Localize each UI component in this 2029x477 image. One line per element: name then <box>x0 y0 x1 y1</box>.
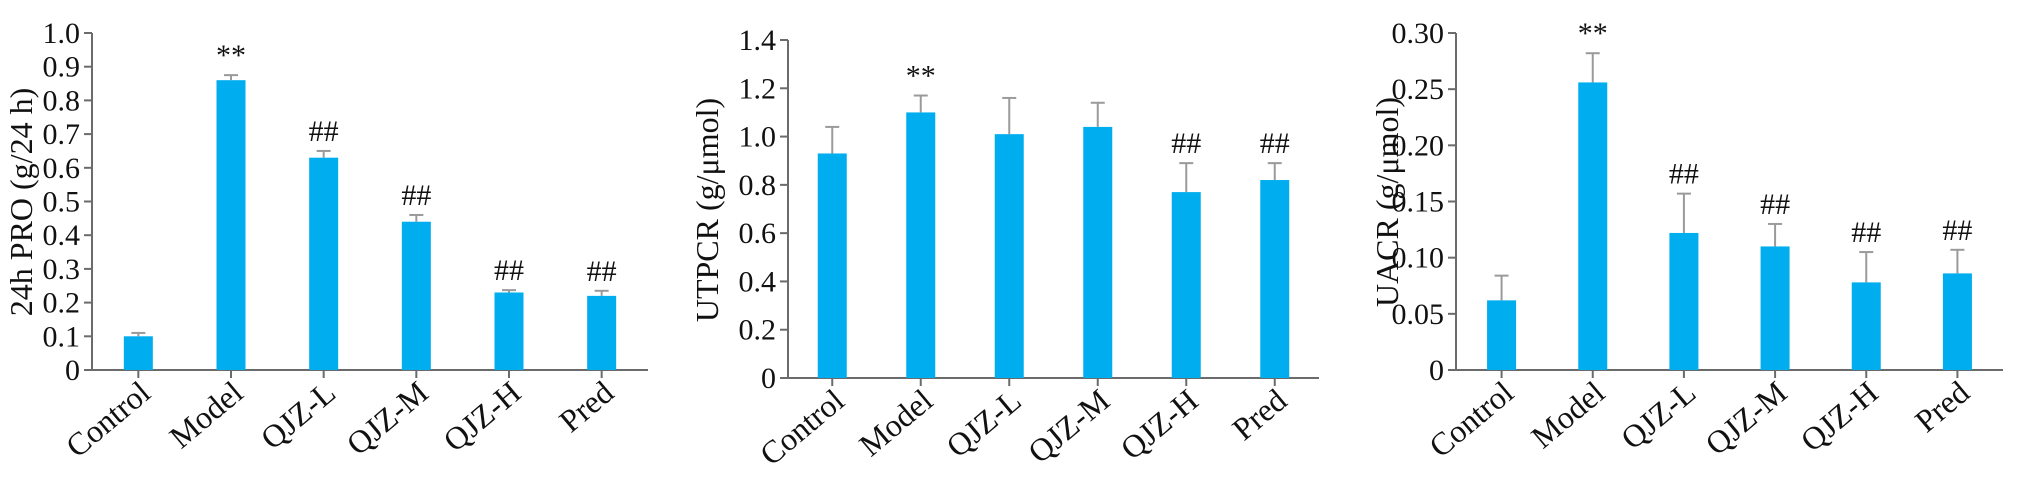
bar-qjz-l <box>994 134 1024 378</box>
y-tick-label: 0.6 <box>43 152 81 185</box>
bar-model <box>906 112 936 378</box>
y-tick-label: 0.20 <box>1392 129 1445 162</box>
significance-label: ## <box>587 255 617 288</box>
bar-qjz-h <box>1171 192 1201 378</box>
bar-qjz-m <box>1083 126 1113 379</box>
bar-control <box>123 336 153 370</box>
y-tick-label: 0.4 <box>739 265 777 298</box>
y-tick-label: 1.0 <box>739 121 777 154</box>
y-tick-label: 0.2 <box>739 314 777 347</box>
x-tick-label: QJZ-H <box>1794 374 1885 459</box>
bar-pred <box>587 295 617 370</box>
x-tick-label: Control <box>1422 374 1520 465</box>
y-tick-label: 0.5 <box>43 186 81 219</box>
bar-pred <box>1260 180 1290 378</box>
y-tick-label: 0.2 <box>43 287 81 320</box>
significance-label: ## <box>1942 214 1972 247</box>
significance-label: ## <box>1851 216 1881 249</box>
x-tick-label: Pred <box>1225 382 1293 447</box>
bar-control <box>817 153 847 378</box>
y-tick-label: 0.6 <box>739 217 777 250</box>
x-tick-label: Model <box>162 374 249 455</box>
bar-model <box>216 80 246 371</box>
x-tick-label: QJZ-L <box>254 374 342 456</box>
y-tick-label: 0 <box>761 362 776 395</box>
x-tick-label: QJZ-H <box>436 374 527 459</box>
y-tick-label: 0.8 <box>739 169 777 202</box>
x-tick-label: QJZ-M <box>340 374 435 462</box>
y-tick-label: 0.3 <box>43 253 81 286</box>
x-tick-label: QJZ-M <box>1698 374 1793 462</box>
chart-panel-1: 00.10.20.30.40.50.60.70.80.91.0 24h PRO (… <box>3 17 648 464</box>
significance-label: ## <box>1760 188 1790 221</box>
x-tick-label: Control <box>753 382 851 473</box>
significance-label: ** <box>906 60 936 93</box>
y-axis-label: UACR (g/μmol) <box>1369 97 1405 307</box>
y-tick-label: 1.0 <box>43 17 81 50</box>
y-tick-label: 0.9 <box>43 51 81 84</box>
bar-qjz-h <box>494 292 524 370</box>
bar-pred <box>1942 273 1972 370</box>
chart-panel-2: 0 0.2 0.4 0.6 0.8 1.0 1.2 1.4 UTPCR (g/μmol) Cont… <box>689 24 1319 472</box>
bar-qjz-l <box>1669 232 1699 370</box>
y-tick-label: 0 <box>1429 354 1444 387</box>
x-tick-label: Pred <box>1908 374 1976 439</box>
y-tick-label: 0.8 <box>43 84 81 117</box>
y-tick-label: 0.30 <box>1392 17 1445 50</box>
bar-control <box>1487 300 1517 370</box>
bar-qjz-m <box>1760 246 1790 370</box>
x-tick-label: Control <box>59 374 157 465</box>
y-tick-label: 0.25 <box>1392 73 1445 106</box>
significance-label: ## <box>1260 127 1290 160</box>
x-tick-label: Model <box>1524 374 1611 455</box>
x-tick-label: QJZ-L <box>939 382 1027 464</box>
y-axis-label: UTPCR (g/μmol) <box>689 98 725 322</box>
significance-label: ## <box>401 179 431 212</box>
y-tick-label: 0 <box>65 354 80 387</box>
y-tick-label: 1.2 <box>739 72 777 105</box>
significance-label: ** <box>1578 17 1608 50</box>
y-tick-label: 0.05 <box>1392 298 1445 331</box>
bar-model <box>1578 82 1608 370</box>
y-axis-label: 24h PRO (g/24 h) <box>3 88 39 316</box>
x-tick-label: QJZ-H <box>1114 382 1205 467</box>
bar-qjz-l <box>309 157 339 370</box>
x-tick-label: QJZ-L <box>1614 374 1702 456</box>
y-tick-label: 1.4 <box>739 24 777 57</box>
significance-label: ## <box>494 254 524 287</box>
y-tick-label: 0.1 <box>43 320 81 353</box>
significance-label: ** <box>216 39 246 72</box>
bar-qjz-m <box>401 221 431 370</box>
x-tick-label: Pred <box>552 374 620 439</box>
chart-panel-3: 0 0.05 0.10 0.15 0.20 0.25 0.30 UACR (g/μmol) Co… <box>1369 17 2003 464</box>
significance-label: ## <box>309 115 339 148</box>
x-tick-label: QJZ-M <box>1021 382 1116 470</box>
significance-label: ## <box>1171 127 1201 160</box>
y-tick-label: 0.7 <box>43 118 81 151</box>
y-tick-label: 0.4 <box>43 219 81 252</box>
significance-label: ## <box>1669 158 1699 191</box>
bar-qjz-h <box>1851 282 1881 370</box>
y-tick-label: 0.15 <box>1392 186 1445 219</box>
x-tick-label: Model <box>852 382 939 463</box>
y-tick-label: 0.10 <box>1392 242 1445 275</box>
